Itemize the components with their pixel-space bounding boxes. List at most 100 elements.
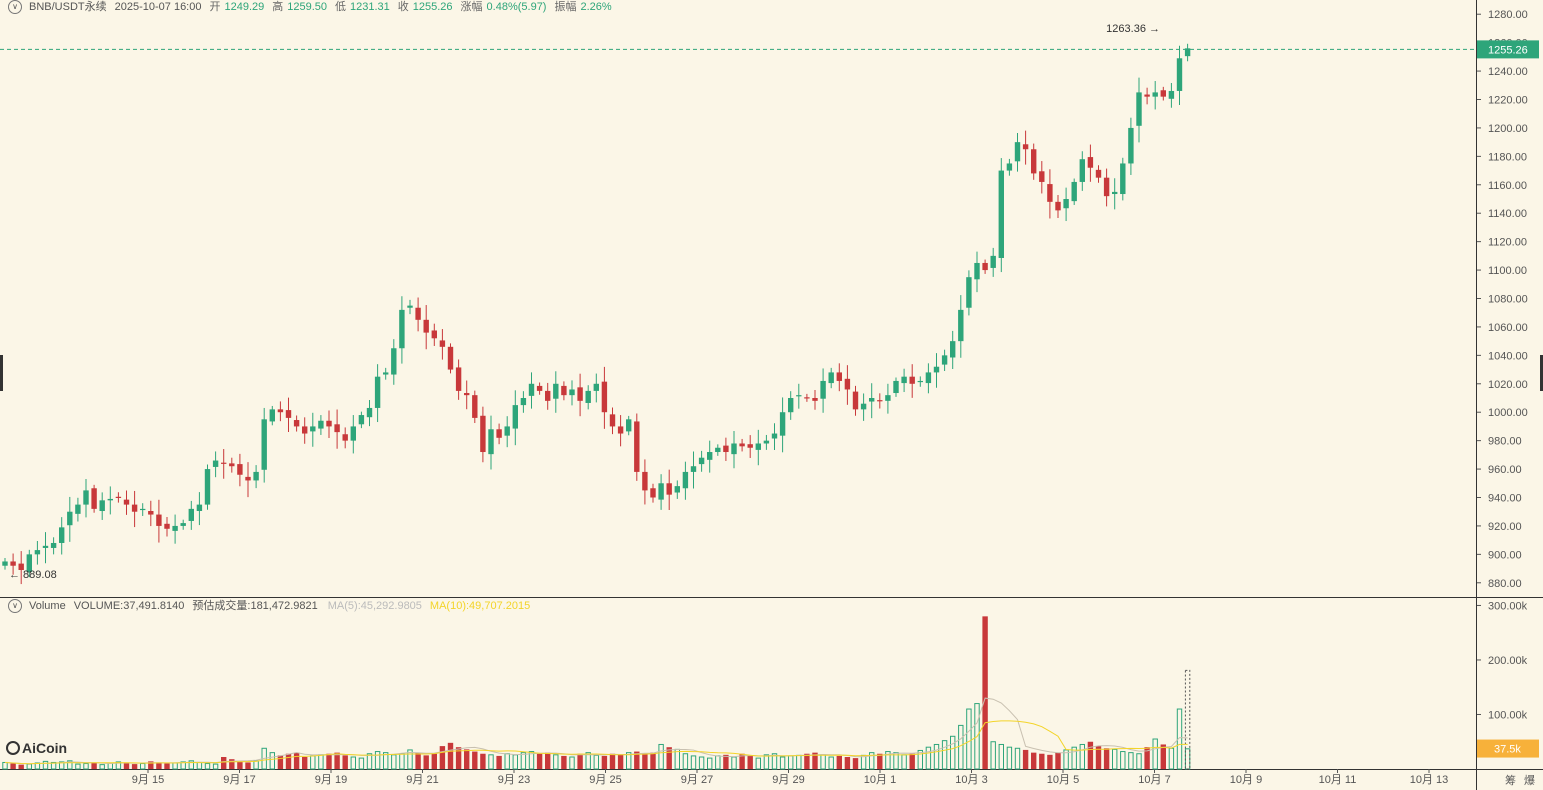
volume-bar	[455, 747, 462, 769]
volume-bar	[188, 760, 195, 770]
volume-bar	[399, 753, 405, 770]
liquidation-button[interactable]: 爆	[1524, 775, 1535, 787]
candle-body	[1022, 144, 1029, 150]
volume-bar	[1079, 743, 1085, 770]
volume-bar	[885, 751, 891, 770]
left-scroll-handle[interactable]	[0, 355, 3, 391]
volume-bar	[1152, 738, 1158, 770]
volume-bar	[1031, 752, 1037, 769]
volume-bar	[431, 753, 437, 769]
candle-body	[763, 440, 770, 444]
volume-bar	[1176, 708, 1183, 770]
volume-axis[interactable]: 300.00k 200.00k 100.00k 37.5k	[1477, 600, 1539, 758]
volume-bar	[350, 756, 357, 770]
time-tick-label: 9月 27	[681, 774, 713, 786]
candle-body	[788, 398, 794, 413]
price-tick-label: 980.00	[1488, 436, 1522, 448]
volume-ma10-line	[4, 720, 1188, 765]
volume-bar	[609, 753, 616, 769]
time-axis[interactable]: 9月 15 9月 17 9月 19 9月 21 9月 23 9月 25 9月 27 9月 29…	[132, 769, 1448, 786]
candle-body	[650, 488, 656, 498]
candle-body	[617, 426, 624, 434]
max-price-marker: 1263.36 →	[1106, 23, 1160, 35]
volume-bar	[342, 755, 348, 769]
low-value: 1231.31	[350, 1, 390, 13]
candle-body	[455, 367, 462, 391]
volume-bar	[966, 708, 972, 770]
volume-bar	[893, 752, 899, 770]
volume-bar	[723, 754, 729, 769]
price-tick-label: 1140.00	[1488, 208, 1527, 220]
candle-body	[569, 389, 575, 396]
volume-bar	[18, 764, 24, 769]
volume-bar	[941, 740, 948, 770]
volume-bar	[1128, 752, 1134, 770]
volume-value: VOLUME:37,491.8140	[73, 600, 185, 612]
volume-bar	[577, 753, 583, 769]
candle-body	[585, 390, 591, 403]
candle-body	[512, 405, 518, 429]
candle-body	[229, 463, 235, 467]
volume-bar	[698, 756, 705, 770]
candle-body	[1176, 58, 1183, 91]
right-scroll-handle[interactable]	[1540, 355, 1543, 391]
candle-body	[674, 486, 680, 493]
candle-body	[642, 471, 648, 491]
volume-bar	[617, 754, 624, 769]
volume-bar	[326, 753, 332, 769]
candle-body	[601, 381, 608, 413]
chevron-down-icon[interactable]: ∨	[8, 599, 22, 613]
volume-bar	[626, 752, 632, 770]
volume-bar	[277, 755, 284, 769]
symbol-name[interactable]: BNB/USDT永续	[29, 1, 107, 13]
candle-body	[731, 443, 737, 455]
volume-tick-label: 300.00k	[1488, 600, 1528, 612]
candle-body	[383, 372, 389, 375]
candle-body	[439, 340, 446, 347]
volume-bar	[439, 746, 446, 769]
price-tick-label: 1080.00	[1488, 294, 1528, 306]
current-price-badge	[1477, 40, 1539, 59]
logo-text: AiCoin	[22, 740, 68, 756]
candle-body	[577, 387, 583, 401]
volume-bar	[982, 616, 988, 769]
volume-tick-label: 100.00k	[1488, 709, 1528, 721]
volume-bar	[131, 764, 138, 769]
candle-body	[447, 346, 454, 370]
volume-bar	[1184, 748, 1191, 770]
price-tick-label: 1060.00	[1488, 322, 1528, 334]
volume-bar	[690, 755, 697, 770]
candle-body	[796, 395, 802, 397]
volume-bar	[990, 741, 996, 770]
volume-bar	[180, 761, 186, 770]
volume-bar	[464, 749, 470, 769]
volume-bar	[731, 756, 737, 770]
volume-bar	[196, 761, 203, 770]
candle-body	[164, 523, 170, 529]
candle-body	[188, 508, 194, 521]
volume-bar	[164, 763, 170, 769]
candle-body	[431, 330, 437, 339]
price-tick-label: 1000.00	[1488, 407, 1528, 419]
volume-bar	[877, 753, 883, 769]
volume-title[interactable]: Volume	[29, 600, 66, 612]
candle-body	[828, 372, 834, 384]
chevron-down-icon[interactable]: ∨	[8, 0, 22, 14]
volume-bar	[415, 752, 421, 769]
chip-distribution-button[interactable]: 筹	[1505, 775, 1516, 787]
volume-header: ∨ Volume VOLUME:37,491.8140 预估成交量:181,47…	[8, 599, 530, 613]
price-tick-label: 1220.00	[1488, 95, 1528, 107]
volume-bar	[221, 757, 227, 769]
price-axis[interactable]: 1280.001260.001240.001220.001200.001180.…	[1477, 9, 1539, 590]
volume-bar	[1055, 752, 1061, 769]
volume-bar	[739, 753, 745, 769]
candle-body	[561, 385, 567, 396]
volume-bar	[779, 756, 786, 770]
candle-body	[755, 443, 761, 450]
candle-body	[1184, 48, 1191, 57]
candle-body	[998, 170, 1004, 258]
candle-body	[715, 447, 721, 453]
candle-body	[925, 372, 932, 384]
candle-body	[83, 490, 89, 505]
